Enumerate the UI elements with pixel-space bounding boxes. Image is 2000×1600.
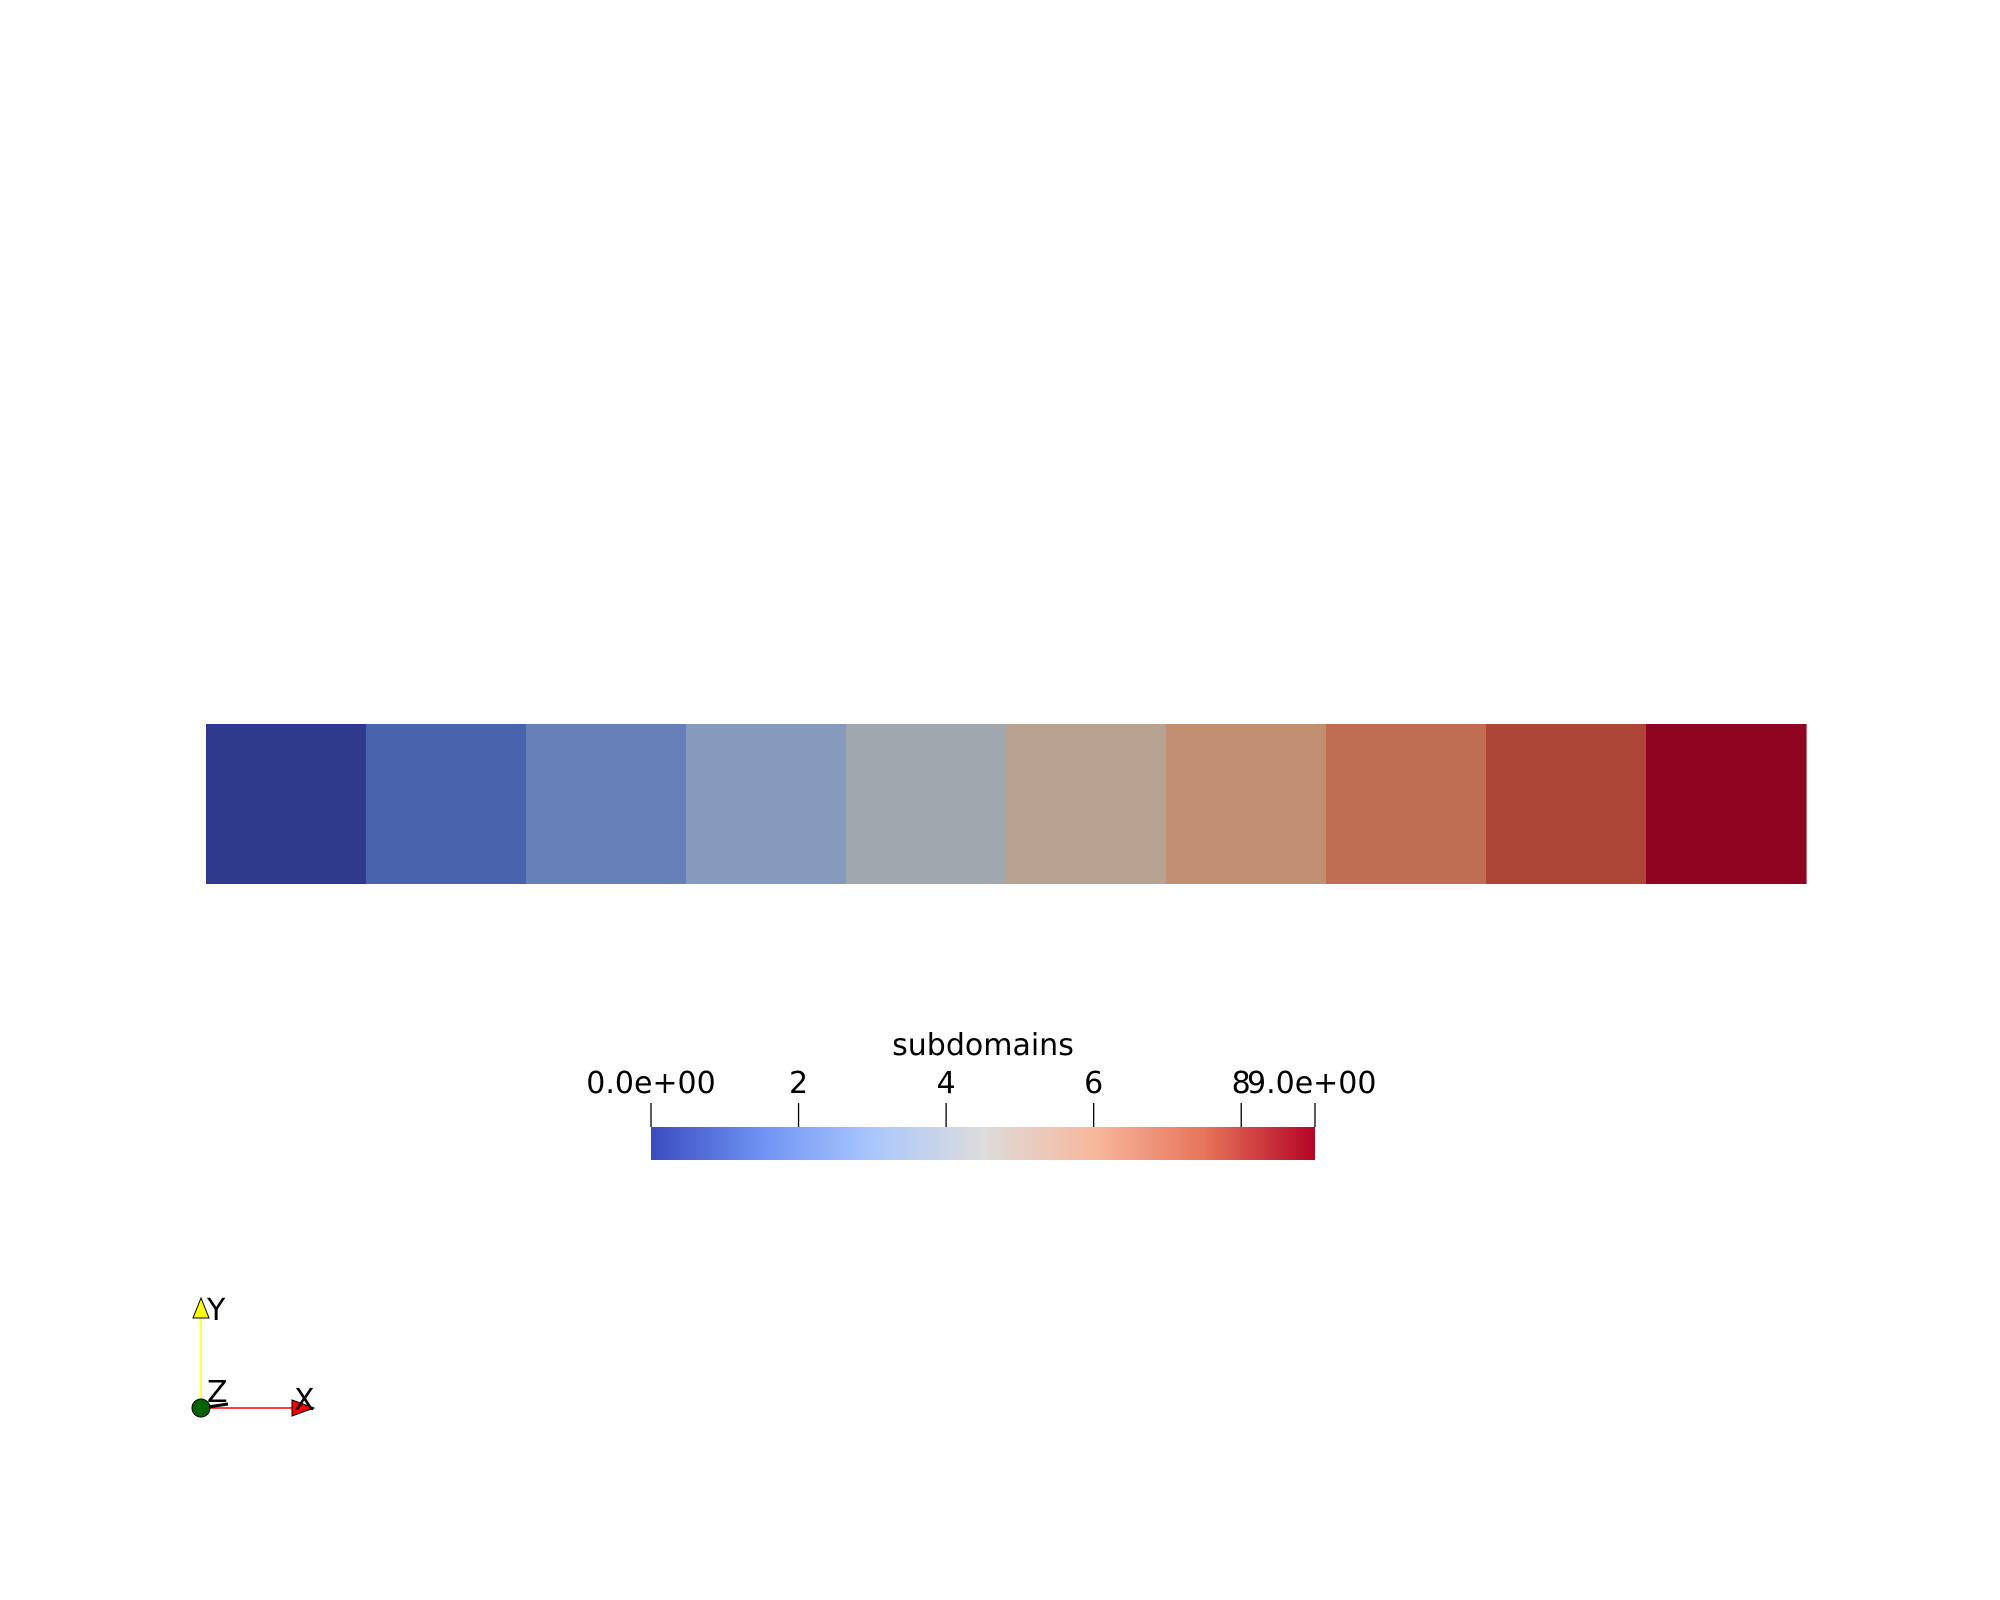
color-legend-title: subdomains [892, 1028, 1074, 1063]
orientation-axes: Y X Z [191, 1293, 316, 1418]
subdomain-cell [526, 724, 687, 884]
subdomain-cell [1486, 724, 1647, 884]
x-axis-label: X [294, 1383, 315, 1418]
x-axis-arrow [291, 1399, 316, 1417]
subdomain-cell [206, 724, 367, 884]
subdomain-cell [366, 724, 527, 884]
color-legend-tick-label: 4 [937, 1066, 956, 1101]
y-axis-label: Y [206, 1293, 226, 1328]
subdomain-cell [686, 724, 847, 884]
subdomain-mesh [206, 724, 1807, 884]
subdomain-cell [1646, 724, 1807, 884]
color-legend: subdomains 0.0e+00 2 4 6 89.0e+00 [586, 1028, 1376, 1160]
subdomain-cell [1006, 724, 1167, 884]
color-legend-bar [651, 1127, 1315, 1160]
subdomain-cell [1166, 724, 1327, 884]
color-legend-tick-label: 6 [1084, 1066, 1103, 1101]
color-legend-tick-label: 2 [789, 1066, 808, 1101]
z-axis-marker [191, 1398, 211, 1418]
color-legend-tick-label: 8 [1232, 1066, 1251, 1101]
color-legend-tick-label: 0.0e+00 [586, 1066, 715, 1101]
color-legend-ticks: 0.0e+00 2 4 6 89.0e+00 [586, 1066, 1376, 1127]
color-legend-tick-label: 9.0e+00 [1247, 1066, 1376, 1101]
z-axis-label: Z [207, 1375, 228, 1410]
subdomain-cell [846, 724, 1007, 884]
subdomain-cell [1326, 724, 1487, 884]
y-axis-arrow [192, 1296, 210, 1319]
